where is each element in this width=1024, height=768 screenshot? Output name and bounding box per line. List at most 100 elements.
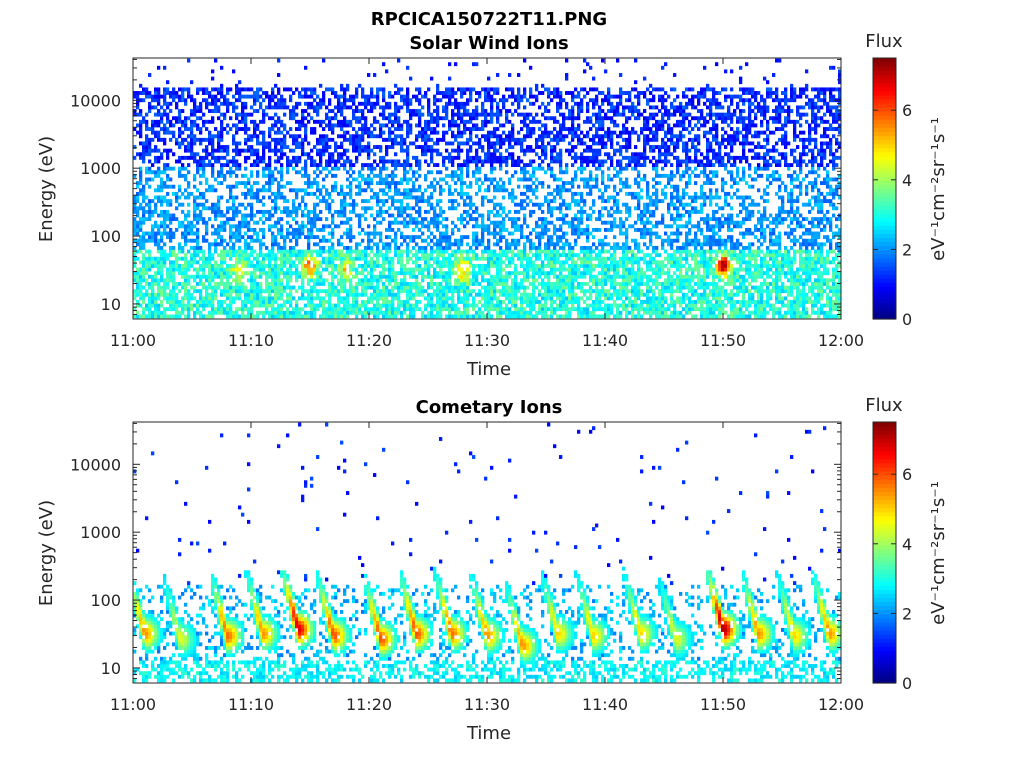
spectrogram-cell <box>316 166 320 171</box>
spectrogram-cell <box>274 202 278 207</box>
spectrogram-cell <box>259 274 263 279</box>
spectrogram-cell <box>358 303 362 308</box>
spectrogram-cell <box>220 148 224 153</box>
spectrogram-cell <box>424 256 428 261</box>
spectrogram-cell <box>160 245 164 250</box>
spectrogram-cell <box>169 91 173 95</box>
spectrogram-cell <box>457 123 461 128</box>
spectrogram-cell <box>400 263 404 268</box>
spectrogram-cell <box>352 292 356 297</box>
spectrogram-cell <box>322 245 326 250</box>
spectrogram-cell <box>148 94 152 99</box>
spectrogram-cell <box>286 170 290 175</box>
spectrogram-cell <box>334 116 338 121</box>
spectrogram-cell <box>433 213 437 218</box>
spectrogram-cell <box>268 155 272 160</box>
spectrogram-cell <box>331 184 335 189</box>
spectrogram-cell <box>142 87 146 92</box>
spectrogram-cell <box>277 217 281 222</box>
spectrogram-cell <box>415 123 419 128</box>
spectrogram-cell <box>505 112 509 117</box>
spectrogram-cell <box>229 303 233 308</box>
spectrogram-cell <box>349 105 353 110</box>
spectrogram-cell <box>460 235 464 240</box>
spectrogram-cell <box>454 271 458 276</box>
spectrogram-cell <box>400 231 404 236</box>
spectrogram-cell <box>406 145 410 149</box>
spectrogram-cell <box>340 155 344 160</box>
spectrogram-cell <box>514 303 518 308</box>
spectrogram-cell <box>160 188 164 193</box>
spectrogram-cell <box>160 137 164 142</box>
spectrogram-cell <box>415 292 419 297</box>
spectrogram-cell <box>496 112 500 117</box>
spectrogram-cell <box>388 271 392 276</box>
spectrogram-cell <box>418 220 422 225</box>
spectrogram-cell <box>190 148 194 153</box>
spectrogram-cell <box>487 260 491 265</box>
spectrogram-cell <box>142 159 146 164</box>
spectrogram-cell <box>391 173 395 178</box>
spectrogram-cell <box>319 260 323 265</box>
spectrogram-cell <box>277 220 281 225</box>
spectrogram-cell <box>424 127 428 131</box>
spectrogram-cell <box>232 296 236 301</box>
spectrogram-cell <box>145 119 149 124</box>
spectrogram-cell <box>199 116 203 121</box>
spectrogram-cell <box>175 119 179 124</box>
spectrogram-cell <box>286 278 290 283</box>
spectrogram-cell <box>400 98 404 103</box>
spectrogram-cell <box>487 130 491 135</box>
spectrogram-cell <box>496 87 500 92</box>
spectrogram-cell <box>199 213 203 218</box>
spectrogram-cell <box>376 195 380 200</box>
spectrogram-cell <box>310 249 314 254</box>
spectrogram-cell <box>478 166 482 171</box>
spectrogram-cell <box>466 303 470 308</box>
spectrogram-cell <box>196 159 200 164</box>
spectrogram-cell <box>196 220 200 225</box>
spectrogram-cell <box>232 209 236 214</box>
spectrogram-cell <box>481 112 485 117</box>
spectrogram-cell <box>511 101 515 106</box>
spectrogram-cell <box>259 105 263 110</box>
spectrogram-cell <box>337 238 341 243</box>
spectrogram-cell <box>511 188 515 193</box>
spectrogram-cell <box>454 242 458 247</box>
spectrogram-cell <box>421 191 425 196</box>
spectrogram-cell <box>223 101 227 106</box>
spectrogram-cell <box>457 242 461 247</box>
spectrogram-cell <box>355 285 359 290</box>
spectrogram-cell <box>364 163 368 168</box>
spectrogram-cell <box>262 145 266 149</box>
spectrogram-cell <box>439 274 443 279</box>
spectrogram-cell <box>484 285 488 290</box>
spectrogram-cell <box>457 112 461 117</box>
spectrogram-cell <box>487 98 491 103</box>
spectrogram-cell <box>304 263 308 268</box>
spectrogram-cell <box>406 170 410 175</box>
spectrogram-cell <box>256 134 260 139</box>
spectrogram-cell <box>493 224 497 229</box>
spectrogram-cell <box>286 310 290 315</box>
spectrogram-cell <box>229 274 233 279</box>
spectrogram-cell <box>136 101 140 106</box>
spectrogram-cell <box>136 112 140 117</box>
spectrogram-cell <box>256 195 260 200</box>
spectrogram-cell <box>154 274 158 279</box>
spectrogram-cell <box>211 310 215 315</box>
spectrogram-cell <box>172 166 176 171</box>
spectrogram-cell <box>505 148 509 153</box>
spectrogram-cell <box>235 184 239 189</box>
spectrogram-cell <box>214 213 218 218</box>
spectrogram-cell <box>370 181 374 186</box>
spectrogram-cell <box>265 278 269 283</box>
spectrogram-cell <box>199 263 203 268</box>
spectrogram-cell <box>415 274 419 279</box>
spectrogram-cell <box>355 314 359 319</box>
spectrogram-cell <box>250 271 254 276</box>
spectrogram-cell <box>481 227 485 232</box>
spectrogram-cell <box>181 91 185 95</box>
spectrogram-cell <box>145 166 149 171</box>
spectrogram-cell <box>166 274 170 279</box>
